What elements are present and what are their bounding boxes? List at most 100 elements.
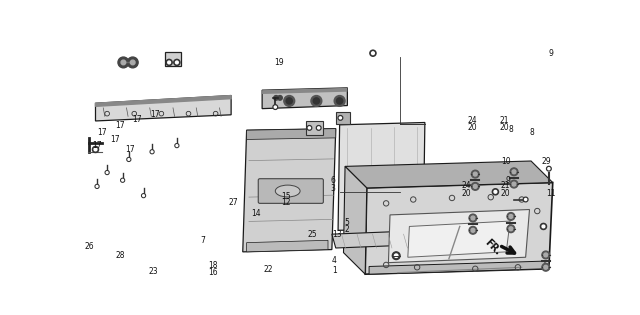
- Circle shape: [106, 172, 108, 174]
- Ellipse shape: [275, 185, 300, 197]
- Circle shape: [472, 170, 479, 178]
- Polygon shape: [243, 129, 336, 252]
- Text: 11: 11: [547, 189, 556, 198]
- Text: 9: 9: [505, 176, 510, 186]
- Text: 12: 12: [281, 198, 291, 207]
- Circle shape: [94, 148, 97, 151]
- Circle shape: [471, 216, 475, 220]
- Text: 13: 13: [332, 230, 342, 239]
- Circle shape: [509, 215, 513, 218]
- Circle shape: [175, 144, 179, 147]
- Text: 29: 29: [541, 157, 551, 166]
- Circle shape: [308, 127, 310, 129]
- Polygon shape: [388, 209, 529, 263]
- Circle shape: [278, 95, 282, 100]
- Text: 20: 20: [467, 123, 477, 132]
- Circle shape: [96, 186, 98, 187]
- Circle shape: [316, 126, 321, 130]
- Circle shape: [525, 198, 527, 201]
- Circle shape: [507, 213, 515, 220]
- Circle shape: [334, 95, 345, 106]
- Circle shape: [372, 52, 374, 54]
- Circle shape: [121, 60, 125, 65]
- Circle shape: [95, 185, 99, 188]
- Polygon shape: [332, 230, 433, 248]
- Text: 16: 16: [208, 268, 218, 277]
- Text: 3: 3: [330, 184, 335, 193]
- Circle shape: [168, 61, 170, 64]
- Circle shape: [507, 225, 515, 232]
- Text: 18: 18: [208, 261, 218, 270]
- Polygon shape: [338, 123, 425, 230]
- Text: 17: 17: [97, 128, 107, 137]
- Text: 27: 27: [229, 198, 239, 207]
- Circle shape: [307, 126, 312, 130]
- Circle shape: [338, 116, 343, 120]
- Text: 14: 14: [252, 209, 261, 218]
- Circle shape: [544, 253, 548, 257]
- Circle shape: [286, 98, 292, 104]
- Text: 6: 6: [330, 176, 335, 186]
- Circle shape: [127, 57, 138, 68]
- Polygon shape: [365, 183, 553, 274]
- Text: 20: 20: [500, 189, 510, 198]
- Circle shape: [370, 50, 376, 56]
- Text: 21: 21: [501, 181, 510, 190]
- Circle shape: [175, 61, 179, 64]
- Text: 7: 7: [200, 236, 205, 245]
- Text: 28: 28: [116, 251, 125, 260]
- Circle shape: [92, 146, 99, 152]
- Text: 8: 8: [508, 125, 513, 135]
- Bar: [165, 52, 180, 66]
- Circle shape: [540, 223, 547, 230]
- Circle shape: [311, 95, 322, 106]
- Circle shape: [512, 182, 516, 186]
- Circle shape: [339, 117, 342, 119]
- Text: 17: 17: [93, 141, 102, 150]
- Polygon shape: [95, 95, 231, 106]
- Text: 24: 24: [467, 116, 477, 125]
- Text: 26: 26: [84, 242, 93, 251]
- Polygon shape: [246, 129, 336, 140]
- Circle shape: [469, 214, 477, 222]
- Circle shape: [131, 60, 135, 65]
- Circle shape: [492, 189, 499, 195]
- Text: 1: 1: [332, 266, 337, 275]
- Circle shape: [542, 225, 545, 228]
- Circle shape: [394, 254, 398, 257]
- Text: 17: 17: [110, 135, 120, 144]
- Circle shape: [151, 151, 153, 153]
- Circle shape: [275, 106, 276, 108]
- Text: 20: 20: [499, 123, 509, 132]
- Circle shape: [474, 172, 477, 176]
- Circle shape: [544, 265, 548, 269]
- Text: 22: 22: [264, 265, 273, 274]
- Circle shape: [510, 168, 518, 176]
- Circle shape: [469, 226, 477, 234]
- Text: 19: 19: [275, 58, 284, 66]
- Text: 17: 17: [132, 115, 142, 123]
- Text: 25: 25: [307, 230, 317, 239]
- Circle shape: [122, 179, 124, 181]
- Circle shape: [121, 178, 125, 182]
- Circle shape: [105, 171, 109, 175]
- Circle shape: [313, 98, 319, 104]
- Circle shape: [284, 95, 294, 106]
- Circle shape: [510, 180, 518, 188]
- Circle shape: [128, 158, 130, 160]
- Circle shape: [471, 228, 475, 232]
- Text: 5: 5: [344, 218, 349, 226]
- Circle shape: [494, 190, 497, 193]
- Circle shape: [542, 251, 550, 259]
- Text: 17: 17: [150, 110, 160, 119]
- Circle shape: [150, 150, 154, 154]
- Text: 10: 10: [500, 157, 510, 166]
- Circle shape: [127, 158, 131, 161]
- Circle shape: [143, 195, 145, 197]
- Circle shape: [509, 227, 513, 231]
- Circle shape: [273, 105, 278, 109]
- Circle shape: [524, 197, 528, 202]
- Bar: [307, 121, 323, 135]
- Circle shape: [176, 145, 178, 146]
- Circle shape: [548, 168, 550, 170]
